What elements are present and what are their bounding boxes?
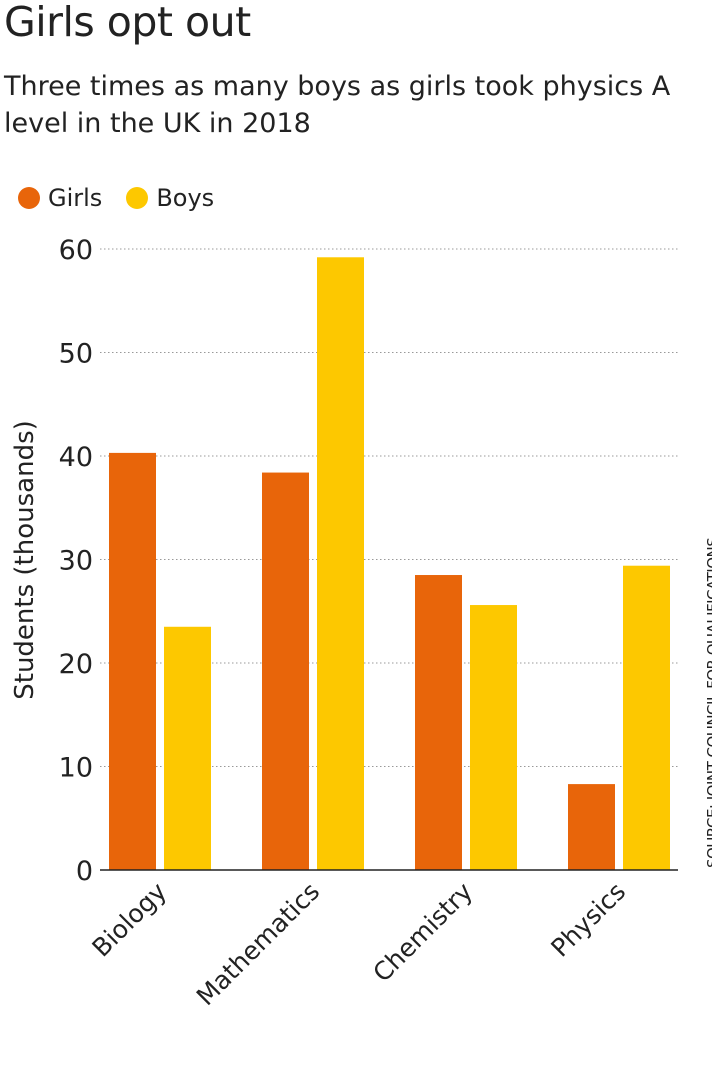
bar-girls-mathematics — [262, 472, 309, 870]
x-tick-label: Mathematics — [191, 877, 325, 1011]
y-tick-label: 0 — [76, 856, 93, 887]
bar-girls-physics — [568, 784, 615, 870]
bar-boys-mathematics — [317, 257, 364, 870]
bar-girls-biology — [109, 452, 156, 870]
y-axis-title: Students (thousands) — [10, 420, 40, 700]
y-tick-label: 40 — [59, 442, 93, 473]
x-tick-label: Chemistry — [367, 877, 478, 988]
legend-swatch-girls — [18, 187, 40, 209]
bar-boys-chemistry — [470, 605, 517, 870]
bar-boys-biology — [164, 626, 211, 870]
y-tick-label: 60 — [59, 235, 93, 266]
legend-item-girls: Girls — [18, 184, 102, 212]
legend-swatch-boys — [126, 187, 149, 209]
bar-girls-chemistry — [415, 575, 462, 870]
chart-title: Girls opt out — [4, 0, 251, 46]
y-tick-label: 30 — [59, 546, 93, 577]
chart-subtitle: Three times as many boys as girls took p… — [4, 71, 671, 139]
bar-boys-physics — [623, 565, 670, 870]
x-tick-label: Physics — [545, 877, 631, 963]
x-tick-label: Biology — [86, 877, 172, 963]
y-tick-label: 20 — [59, 649, 93, 680]
legend-label-boys: Boys — [156, 184, 215, 212]
y-tick-label: 10 — [59, 753, 93, 784]
y-tick-label: 50 — [59, 339, 93, 370]
legend-item-boys: Boys — [126, 184, 214, 212]
legend: Girls Boys — [18, 184, 238, 212]
legend-label-girls: Girls — [48, 184, 103, 212]
